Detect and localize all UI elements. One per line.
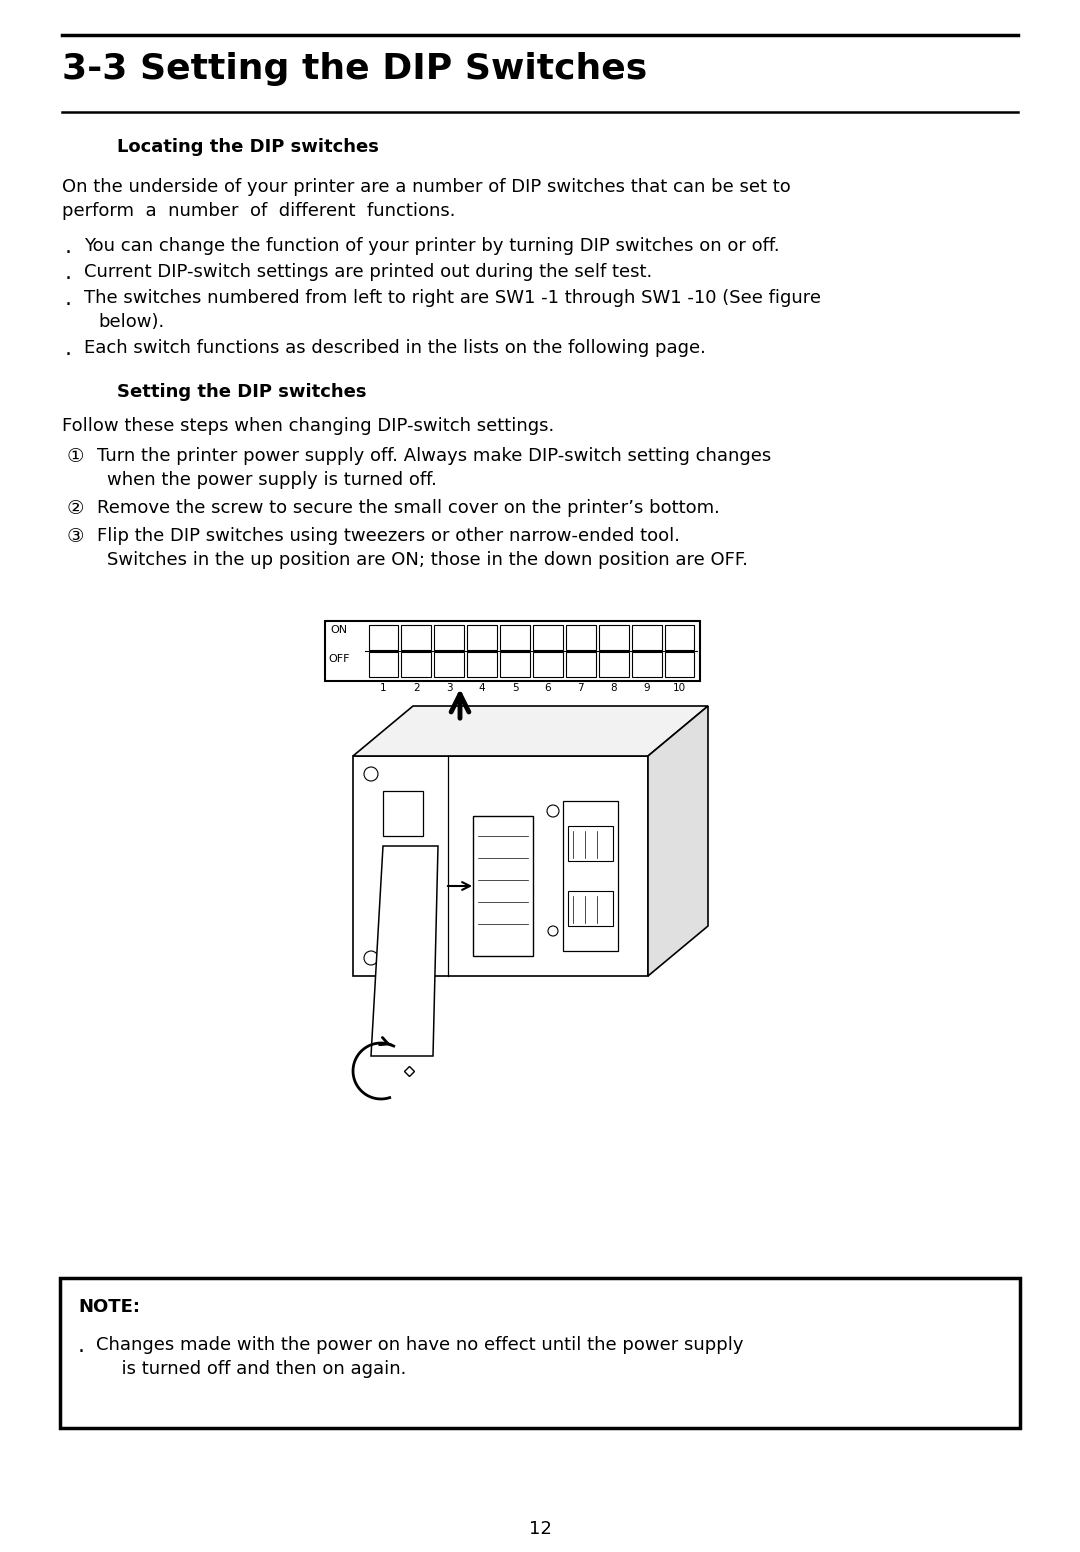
Text: Flip the DIP switches using tweezers or other narrow-ended tool.: Flip the DIP switches using tweezers or … xyxy=(97,528,680,545)
Text: .: . xyxy=(78,1336,85,1356)
Text: 5: 5 xyxy=(512,683,518,694)
Bar xyxy=(598,652,629,677)
Polygon shape xyxy=(353,756,648,976)
Bar xyxy=(664,652,694,677)
Bar xyxy=(402,625,431,650)
Text: 3-3 Setting the DIP Switches: 3-3 Setting the DIP Switches xyxy=(62,53,647,85)
Text: ON: ON xyxy=(330,625,347,635)
Bar xyxy=(598,625,629,650)
Text: 2: 2 xyxy=(413,683,420,694)
Text: 4: 4 xyxy=(478,683,486,694)
Text: 1: 1 xyxy=(380,683,387,694)
Text: .: . xyxy=(65,338,72,359)
Bar xyxy=(468,625,497,650)
Bar xyxy=(632,652,662,677)
Polygon shape xyxy=(648,706,708,976)
Bar xyxy=(468,652,497,677)
Bar xyxy=(434,652,464,677)
Text: 6: 6 xyxy=(544,683,551,694)
Bar xyxy=(568,891,613,927)
Bar xyxy=(566,625,596,650)
Bar xyxy=(500,625,530,650)
Bar xyxy=(60,1277,1020,1428)
Text: Locating the DIP switches: Locating the DIP switches xyxy=(117,138,379,157)
Text: Remove the screw to secure the small cover on the printer’s bottom.: Remove the screw to secure the small cov… xyxy=(97,500,720,517)
Bar xyxy=(325,621,700,681)
Text: 9: 9 xyxy=(644,683,650,694)
Bar xyxy=(368,625,399,650)
Text: when the power supply is turned off.: when the power supply is turned off. xyxy=(107,470,437,489)
Text: Each switch functions as described in the lists on the following page.: Each switch functions as described in th… xyxy=(84,338,706,357)
Text: Switches in the up position are ON; those in the down position are OFF.: Switches in the up position are ON; thos… xyxy=(107,551,748,570)
Bar xyxy=(383,792,423,837)
Text: .: . xyxy=(65,262,72,282)
Text: ①: ① xyxy=(67,447,84,466)
Text: 3: 3 xyxy=(446,683,453,694)
Bar xyxy=(368,652,399,677)
Polygon shape xyxy=(353,706,708,756)
Bar xyxy=(568,826,613,861)
Text: Follow these steps when changing DIP-switch settings.: Follow these steps when changing DIP-swi… xyxy=(62,417,554,435)
Bar xyxy=(500,652,530,677)
Bar xyxy=(534,652,563,677)
Text: Current DIP-switch settings are printed out during the self test.: Current DIP-switch settings are printed … xyxy=(84,262,652,281)
Text: ③: ③ xyxy=(67,528,84,546)
Text: .: . xyxy=(65,289,72,309)
Text: Changes made with the power on have no effect until the power supply: Changes made with the power on have no e… xyxy=(96,1336,743,1353)
Text: ②: ② xyxy=(67,500,84,518)
Text: perform  a  number  of  different  functions.: perform a number of different functions. xyxy=(62,202,456,220)
Text: 10: 10 xyxy=(673,683,686,694)
Bar xyxy=(664,625,694,650)
Text: Turn the printer power supply off. Always make DIP-switch setting changes: Turn the printer power supply off. Alway… xyxy=(97,447,771,466)
Polygon shape xyxy=(372,846,438,1055)
Text: 12: 12 xyxy=(528,1519,552,1538)
Text: The switches numbered from left to right are SW1 -1 through SW1 -10 (See figure: The switches numbered from left to right… xyxy=(84,289,821,307)
Text: On the underside of your printer are a number of DIP switches that can be set to: On the underside of your printer are a n… xyxy=(62,178,791,196)
Text: Setting the DIP switches: Setting the DIP switches xyxy=(117,383,366,400)
Bar xyxy=(566,652,596,677)
Text: You can change the function of your printer by turning DIP switches on or off.: You can change the function of your prin… xyxy=(84,237,780,255)
Bar xyxy=(563,801,618,951)
Bar xyxy=(434,625,464,650)
Bar xyxy=(402,652,431,677)
Bar xyxy=(534,625,563,650)
Text: .: . xyxy=(65,237,72,258)
Bar xyxy=(632,625,662,650)
Text: NOTE:: NOTE: xyxy=(78,1297,140,1316)
Text: 7: 7 xyxy=(578,683,584,694)
Text: 8: 8 xyxy=(610,683,617,694)
Text: is turned off and then on again.: is turned off and then on again. xyxy=(110,1360,406,1378)
Text: OFF: OFF xyxy=(328,653,350,664)
Bar xyxy=(473,816,534,956)
Text: below).: below). xyxy=(98,314,164,331)
